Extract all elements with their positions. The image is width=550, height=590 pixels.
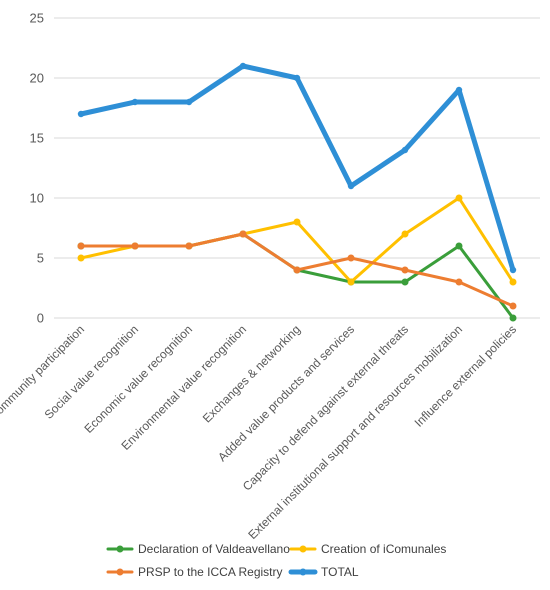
data-point	[509, 302, 517, 310]
legend-item-declaration-of-valdeavellano: Declaration of Valdeavellano	[106, 542, 290, 556]
data-point	[185, 98, 193, 106]
data-point	[239, 62, 247, 70]
data-point	[455, 278, 463, 286]
data-point	[401, 230, 409, 238]
series-declaration-of-valdeavellano	[77, 230, 517, 322]
series-line-total	[78, 63, 516, 273]
legend-marker	[299, 545, 307, 553]
y-tick-label: 0	[37, 311, 44, 326]
data-point	[455, 86, 463, 94]
y-tick-label: 10	[30, 191, 44, 206]
legend-label: PRSP to the ICCA Registry	[138, 565, 283, 579]
data-point	[131, 98, 139, 106]
data-point	[293, 74, 301, 82]
legend-marker	[299, 568, 307, 576]
data-point	[293, 218, 301, 226]
legend-marker	[116, 568, 124, 576]
series-total	[77, 62, 517, 274]
legend-label: Declaration of Valdeavellano	[138, 542, 290, 556]
data-point	[77, 254, 85, 262]
data-point	[347, 278, 355, 286]
data-point	[77, 110, 85, 118]
legend: Declaration of Valdeavellano Creation of …	[106, 542, 446, 579]
legend-label: Creation of iComunales	[321, 542, 446, 556]
data-point	[401, 146, 409, 154]
data-point	[293, 266, 301, 274]
data-point	[131, 242, 139, 250]
legend-item-creation-of-icomunales: Creation of iComunales	[289, 542, 446, 556]
legend-item-prsp-to-the-icca-registry: PRSP to the ICCA Registry	[106, 565, 283, 579]
data-point	[239, 230, 247, 238]
y-tick-label: 20	[30, 71, 44, 86]
y-tick-label: 25	[30, 11, 44, 26]
x-tick-label: Economic value recognition	[81, 322, 195, 436]
series-prsp-to-the-icca-registry	[77, 230, 517, 310]
legend-label: TOTAL	[321, 565, 359, 579]
y-tick-label: 5	[37, 251, 44, 266]
data-point	[509, 266, 517, 274]
data-point	[455, 194, 463, 202]
legend-marker	[116, 545, 124, 553]
y-axis-ticks: 0 5 10 15 20 25	[30, 11, 44, 326]
series-lines	[77, 62, 517, 322]
data-point	[401, 278, 409, 286]
data-point	[77, 242, 85, 250]
data-point	[401, 266, 409, 274]
x-tick-label: Social value recognition	[42, 322, 142, 422]
x-tick-label: Community participation	[0, 322, 87, 423]
y-tick-label: 15	[30, 131, 44, 146]
data-point	[347, 182, 355, 190]
data-point	[509, 314, 517, 322]
data-point	[509, 278, 517, 286]
legend-item-total: TOTAL	[288, 565, 359, 579]
data-point	[185, 242, 193, 250]
x-tick-label: Influence external policies	[412, 322, 520, 430]
x-tick-label: Exchanges & networking	[200, 322, 303, 425]
data-point	[347, 254, 355, 262]
data-point	[455, 242, 463, 250]
